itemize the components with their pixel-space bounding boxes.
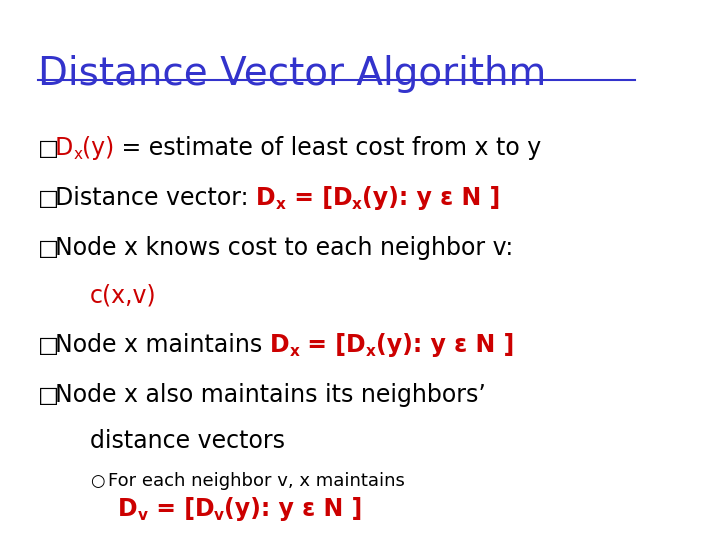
- Text: □: □: [38, 189, 59, 209]
- Text: x: x: [73, 147, 82, 162]
- Text: (y): y ε N ]: (y): y ε N ]: [224, 497, 362, 521]
- Text: Distance vector:: Distance vector:: [55, 186, 256, 210]
- Text: Distance Vector Algorithm: Distance Vector Algorithm: [38, 55, 546, 93]
- Text: □: □: [38, 239, 59, 259]
- Text: = [D: = [D: [286, 186, 352, 210]
- Text: D: D: [55, 136, 73, 160]
- Text: Node x maintains: Node x maintains: [55, 333, 270, 357]
- Text: distance vectors: distance vectors: [90, 429, 285, 453]
- Text: x: x: [366, 344, 376, 359]
- Text: ○: ○: [90, 472, 104, 490]
- Text: (y): (y): [82, 136, 114, 160]
- Text: c(x,v): c(x,v): [90, 283, 157, 307]
- Text: x: x: [276, 197, 286, 212]
- Text: □: □: [38, 139, 59, 159]
- Text: v: v: [138, 508, 148, 523]
- Text: For each neighbor v, x maintains: For each neighbor v, x maintains: [108, 472, 405, 490]
- Text: □: □: [38, 336, 59, 356]
- Text: D: D: [270, 333, 289, 357]
- Text: x: x: [352, 197, 362, 212]
- Text: = [D: = [D: [148, 497, 215, 521]
- Text: Node x also maintains its neighbors’: Node x also maintains its neighbors’: [55, 383, 486, 407]
- Text: (y): y ε N ]: (y): y ε N ]: [376, 333, 514, 357]
- Text: = estimate of least cost from x to y: = estimate of least cost from x to y: [114, 136, 541, 160]
- Text: D: D: [118, 497, 138, 521]
- Text: x: x: [289, 344, 300, 359]
- Text: = [D: = [D: [300, 333, 366, 357]
- Text: (y): y ε N ]: (y): y ε N ]: [362, 186, 500, 210]
- Text: □: □: [38, 386, 59, 406]
- Text: Node x knows cost to each neighbor v:: Node x knows cost to each neighbor v:: [55, 236, 513, 260]
- Text: D: D: [256, 186, 276, 210]
- Text: v: v: [215, 508, 224, 523]
